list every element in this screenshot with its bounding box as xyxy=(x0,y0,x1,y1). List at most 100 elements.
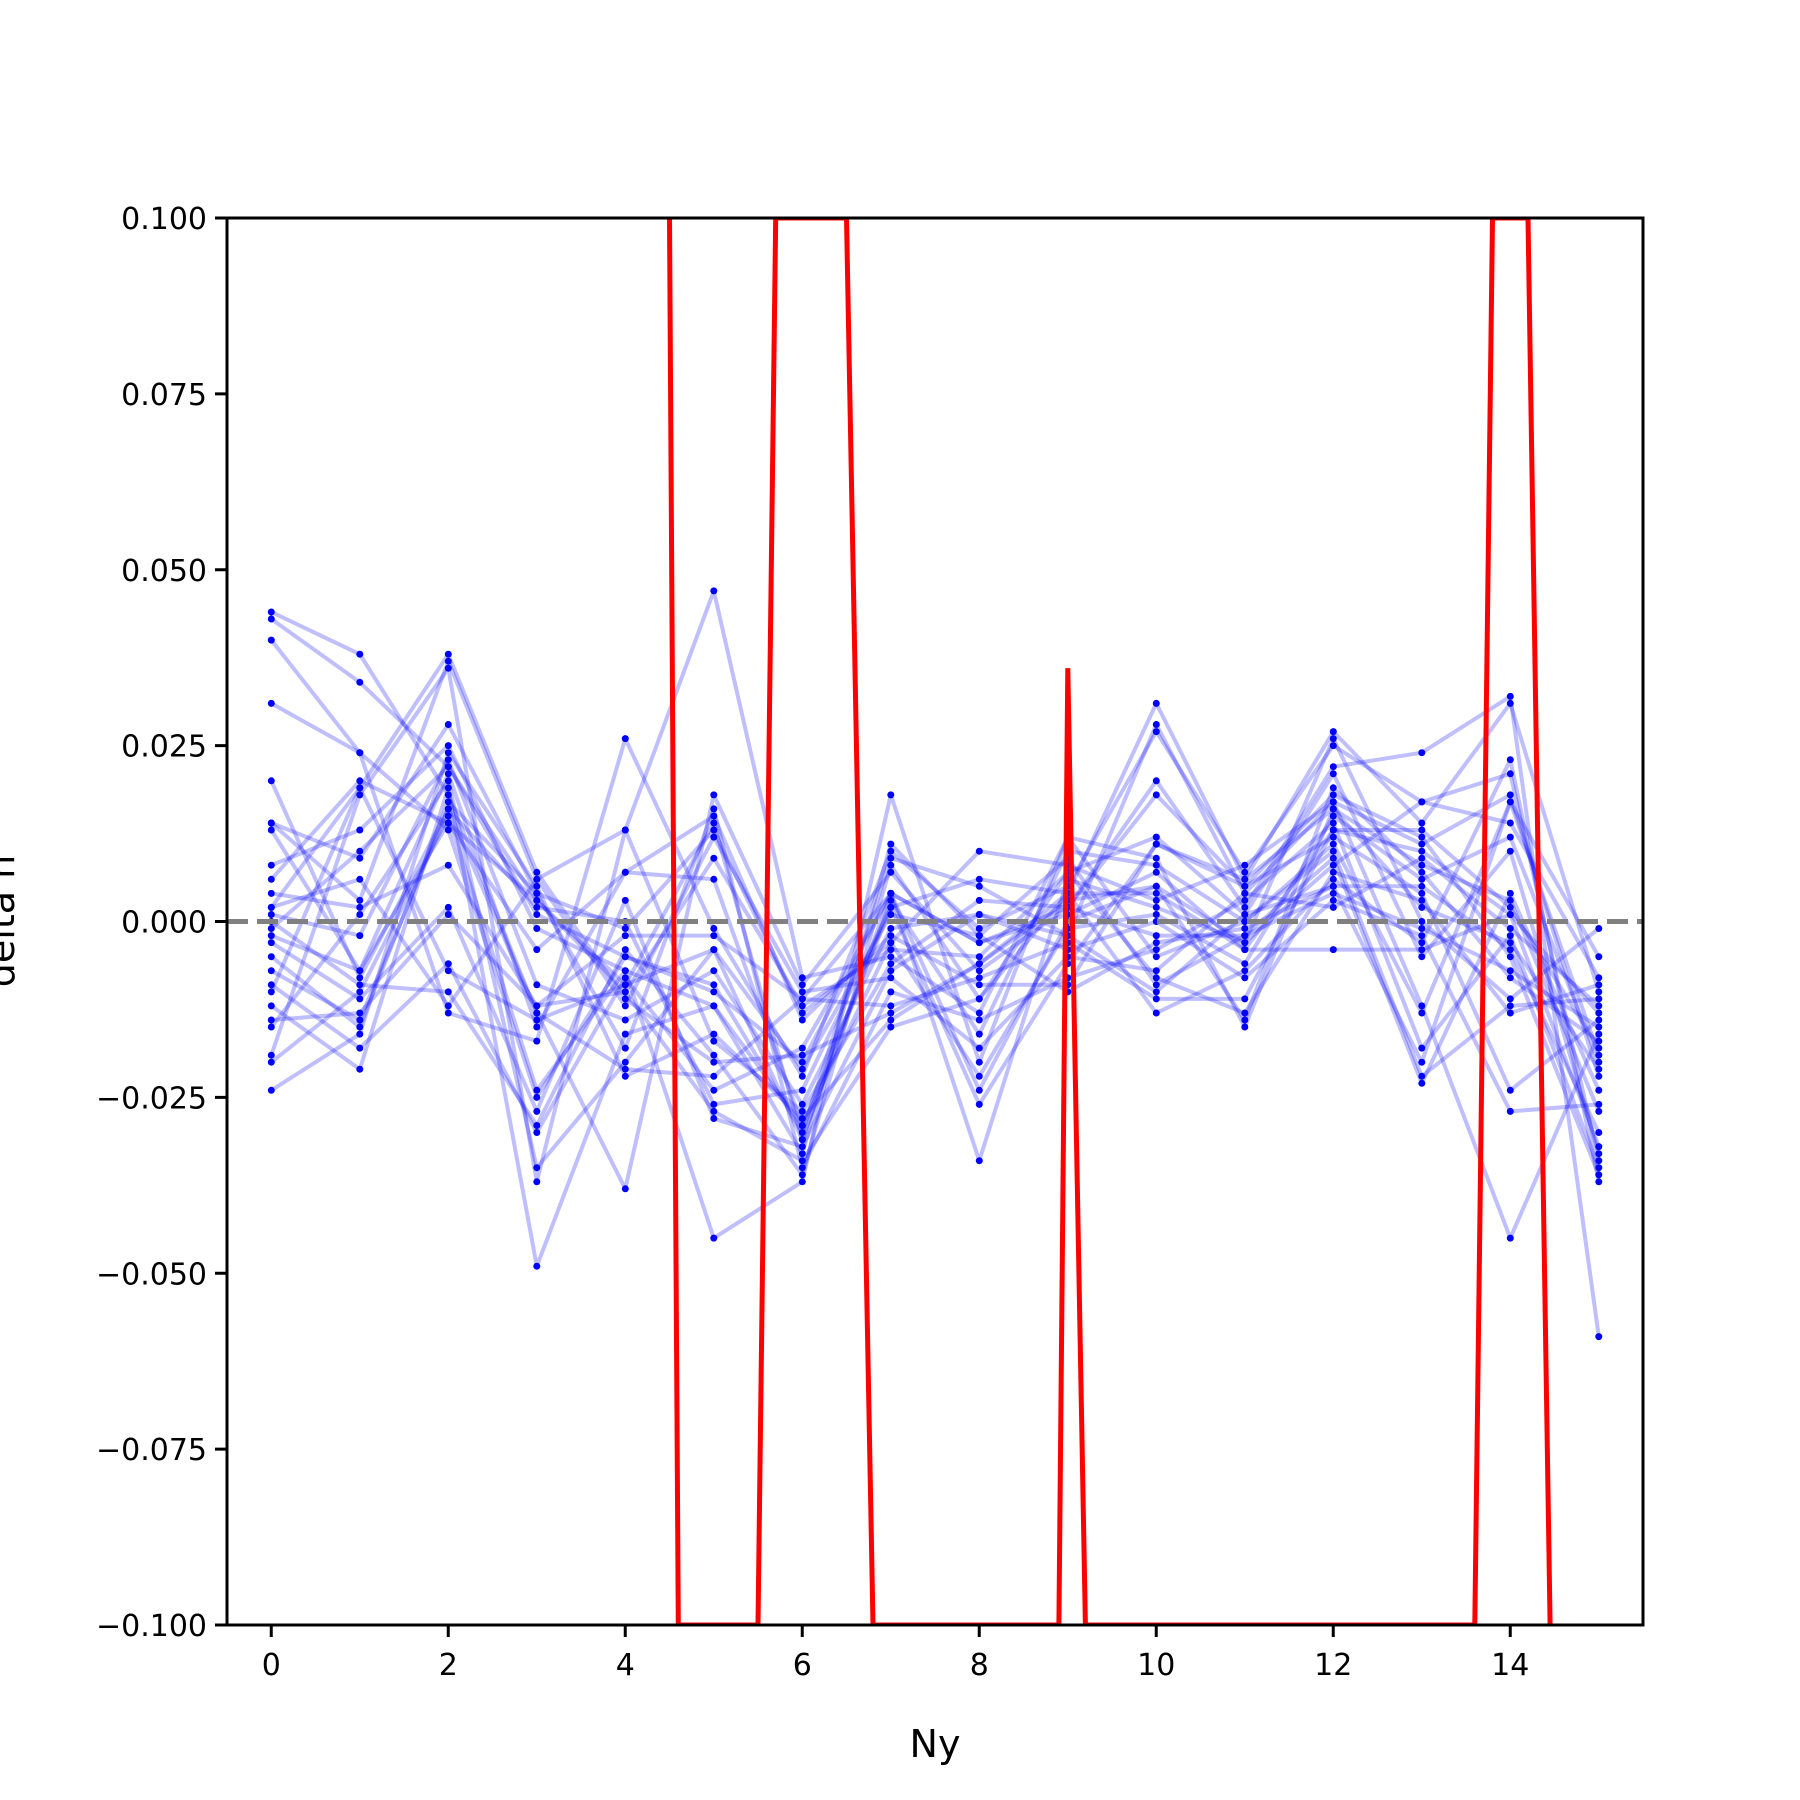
sample-point xyxy=(267,1016,275,1024)
sample-point xyxy=(975,847,983,855)
sample-point xyxy=(1329,882,1337,890)
sample-point xyxy=(1152,889,1160,897)
sample-point xyxy=(1418,749,1426,757)
sample-point xyxy=(1152,903,1160,911)
sample-point xyxy=(975,953,983,961)
sample-point xyxy=(621,1044,629,1052)
sample-point xyxy=(1418,868,1426,876)
sample-point xyxy=(267,1058,275,1066)
sample-series-line xyxy=(270,799,1601,1170)
sample-point xyxy=(1506,1107,1514,1115)
sample-point xyxy=(887,854,895,862)
sample-point xyxy=(710,833,718,841)
x-tick-label: 4 xyxy=(616,1648,635,1683)
sample-point xyxy=(356,678,364,686)
sample-point xyxy=(621,995,629,1003)
sample-point xyxy=(533,1009,541,1017)
sample-point xyxy=(1506,932,1514,940)
sample-point xyxy=(975,932,983,940)
sample-point xyxy=(444,903,452,911)
sample-point xyxy=(1595,1016,1603,1024)
sample-point xyxy=(1152,932,1160,940)
sample-point xyxy=(267,967,275,975)
sample-point xyxy=(1506,903,1514,911)
sample-point xyxy=(1418,946,1426,954)
sample-point xyxy=(710,1086,718,1094)
sample-point xyxy=(798,1009,806,1017)
sample-series-line xyxy=(269,588,1601,1113)
sample-point xyxy=(975,911,983,918)
sample-point xyxy=(1506,756,1514,764)
y-tick-label: −0.050 xyxy=(96,1257,207,1292)
sample-point xyxy=(621,896,629,904)
sample-point xyxy=(1152,896,1160,904)
sample-point xyxy=(1152,988,1160,996)
sample-point xyxy=(533,1002,541,1010)
sample-point xyxy=(444,826,452,834)
sample-point xyxy=(1595,1037,1603,1045)
y-tick-label: 0.050 xyxy=(121,554,207,589)
sample-point xyxy=(356,854,364,862)
sample-point xyxy=(621,735,629,743)
sample-point xyxy=(710,932,718,940)
sample-point xyxy=(1418,875,1426,883)
sample-point xyxy=(356,967,364,975)
sample-point xyxy=(798,974,806,982)
sample-point xyxy=(887,847,895,855)
y-axis: −0.100 −0.075 −0.050 −0.025 0.000 0.025 0.050 0… xyxy=(96,202,227,1644)
sample-point xyxy=(798,1171,806,1179)
sample-point xyxy=(1329,833,1337,841)
sample-point xyxy=(710,1058,718,1066)
sample-point xyxy=(887,868,895,876)
sample-series-line xyxy=(270,898,1599,1149)
sample-point xyxy=(356,784,364,792)
sample-point xyxy=(1506,770,1514,778)
sample-point xyxy=(1152,974,1160,982)
sample-point xyxy=(975,960,983,968)
sample-point xyxy=(1506,1009,1514,1017)
y-tick-label: 0.000 xyxy=(121,906,207,941)
sample-series-line xyxy=(269,778,1601,1170)
sample-point xyxy=(710,854,718,862)
sample-point xyxy=(798,1107,806,1115)
sample-point xyxy=(1241,918,1249,925)
sample-point xyxy=(798,1002,806,1010)
sample-point xyxy=(1152,868,1160,876)
x-axis-label: Ny xyxy=(910,1722,961,1766)
y-tick-label: 0.075 xyxy=(121,378,207,413)
sample-series-line xyxy=(269,764,1600,1065)
sample-point xyxy=(710,1072,718,1080)
sample-point xyxy=(1418,932,1426,940)
x-tick-label: 8 xyxy=(970,1648,989,1683)
sample-point xyxy=(1595,1002,1603,1010)
sample-point xyxy=(621,974,629,982)
x-tick-label: 14 xyxy=(1491,1648,1529,1683)
sample-point xyxy=(710,1234,718,1242)
sample-point xyxy=(975,1009,983,1017)
sample-point xyxy=(1595,1058,1603,1066)
sample-point xyxy=(1418,918,1426,925)
sample-point xyxy=(975,981,983,989)
sample-point xyxy=(798,1058,806,1066)
sample-point xyxy=(444,657,452,665)
sample-point xyxy=(1418,953,1426,961)
sample-point xyxy=(975,1086,983,1094)
sample-point xyxy=(1241,960,1249,968)
sample-point xyxy=(975,925,983,932)
sample-point xyxy=(621,967,629,975)
sample-point xyxy=(444,749,452,757)
sample-point xyxy=(710,1037,718,1045)
sample-point xyxy=(975,875,983,883)
sample-point xyxy=(267,861,275,869)
sample-point xyxy=(1595,925,1603,932)
sample-point xyxy=(533,1262,541,1270)
sample-point xyxy=(1506,967,1514,975)
sample-point xyxy=(798,1129,806,1136)
sample-series-line xyxy=(269,666,1601,1184)
sample-point xyxy=(887,911,895,918)
sample-point xyxy=(444,756,452,764)
sample-point xyxy=(710,946,718,954)
sample-point xyxy=(1506,889,1514,897)
sample-point xyxy=(1329,805,1337,813)
sample-point xyxy=(267,953,275,961)
